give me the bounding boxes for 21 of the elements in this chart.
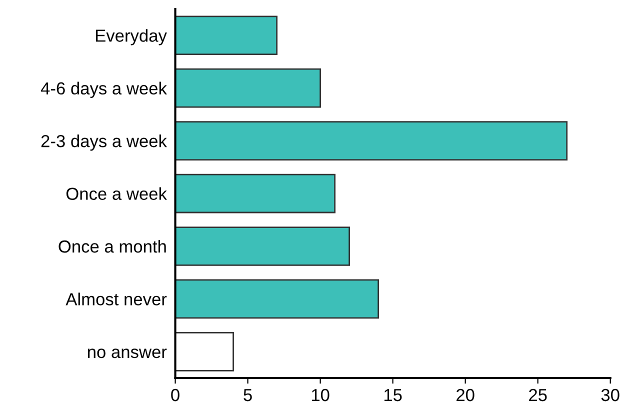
bar: [175, 68, 321, 108]
y-tick-label: 4-6 days a week: [40, 82, 167, 98]
x-tick-label: 20: [456, 388, 474, 402]
x-tick-label: 10: [312, 388, 330, 402]
y-tick-label: no answer: [88, 348, 167, 358]
bar: [175, 279, 380, 319]
bar: [175, 226, 350, 266]
bar: [175, 174, 336, 214]
x-tick-label: 5: [244, 389, 252, 402]
bar: [175, 121, 568, 160]
x-tick-label: 15: [384, 389, 402, 402]
y-tick-label: 2-3 days a week: [41, 134, 167, 151]
y-tick-label: Almost never: [66, 292, 167, 306]
y-tick-label: Everyday: [96, 29, 167, 46]
y-tick-label: Once a month: [58, 240, 166, 253]
x-tick-label: 0: [171, 388, 180, 402]
x-tick-label: 25: [529, 388, 547, 402]
bar: [175, 16, 278, 56]
bar: [175, 332, 234, 372]
y-tick-label: Once a week: [66, 187, 167, 200]
x-tick-label: 30: [601, 388, 620, 402]
